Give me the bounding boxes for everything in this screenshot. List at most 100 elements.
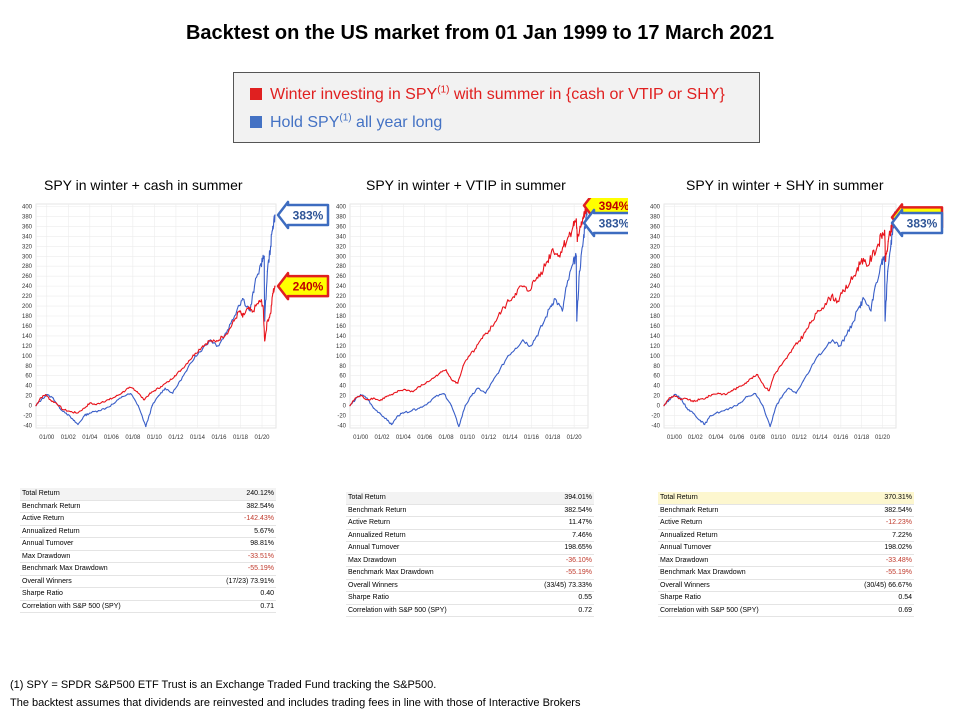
y-tick-label: 220 <box>22 294 33 300</box>
stats-value: (33/45) 73.33% <box>510 579 594 592</box>
series-point-red <box>445 369 447 371</box>
series-point-blue <box>703 423 706 426</box>
series-point-blue <box>507 355 509 357</box>
series-point-blue <box>839 345 841 347</box>
series-point-red <box>663 405 665 407</box>
stats-row: Active Return -142.43% <box>20 512 276 526</box>
callout-blue <box>890 208 944 238</box>
series-point-red <box>238 310 241 312</box>
series-point-blue <box>158 395 160 397</box>
stats-label: Max Drawdown <box>658 554 829 567</box>
series-point-red <box>425 382 427 384</box>
stats-table-shy: Total Return 370.31% Benchmark Return 382.5… <box>658 492 914 617</box>
callout-red <box>276 271 330 301</box>
y-tick-label: 20 <box>653 394 660 400</box>
series-line-blue <box>663 211 896 428</box>
series-point-blue <box>77 423 79 426</box>
series-point-red <box>546 260 549 262</box>
series-point-blue <box>263 255 265 257</box>
stats-label: Annual Turnover <box>658 541 829 555</box>
stats-label: Benchmark Return <box>346 504 511 517</box>
stats-row: Sharpe Ratio 0.40 <box>20 587 276 601</box>
series-point-red <box>724 394 726 396</box>
series-point-red <box>264 340 266 342</box>
series-point-red <box>737 387 739 389</box>
stats-value: 0.40 <box>190 587 276 601</box>
series-point-blue <box>582 245 584 247</box>
footnote-2: The backtest assumes that dividends are … <box>10 697 581 709</box>
stats-label: Total Return <box>658 492 829 505</box>
x-tick-label: 01/20 <box>255 435 271 441</box>
series-point-red <box>871 255 873 257</box>
series-point-red <box>262 305 264 307</box>
series-point-red <box>35 405 37 407</box>
callout-label-blue: 383% <box>907 216 938 230</box>
series-point-red <box>692 401 694 403</box>
y-tick-label: 400 <box>650 204 661 210</box>
stats-value: -33.51% <box>190 550 276 563</box>
series-point-blue <box>89 412 91 414</box>
series-point-red <box>354 397 356 399</box>
series-point-red <box>457 382 459 384</box>
y-tick-label: -40 <box>651 424 660 430</box>
series-point-red <box>488 330 490 332</box>
stats-row: Overall Winners (30/45) 66.67% <box>658 579 914 592</box>
series-point-blue <box>731 407 733 409</box>
stats-row: Active Return -12.23% <box>658 516 914 530</box>
series-point-red <box>811 320 813 322</box>
series-point-red <box>257 302 259 305</box>
series-point-red <box>494 321 496 323</box>
series-point-red <box>76 412 78 414</box>
series-point-blue <box>40 399 42 401</box>
series-point-blue <box>97 409 100 412</box>
stats-row: Max Drawdown -36.10% <box>346 554 594 567</box>
x-tick-label: 01/02 <box>61 435 77 441</box>
stats-value: -142.43% <box>190 512 276 526</box>
series-point-red <box>270 312 272 315</box>
series-point-red <box>188 360 190 362</box>
stats-label: Max Drawdown <box>20 550 191 563</box>
series-point-blue <box>870 310 872 312</box>
series-point-red <box>432 377 434 379</box>
y-tick-label: -40 <box>23 424 32 430</box>
series-point-red <box>792 347 794 349</box>
y-tick-label: 160 <box>22 324 33 330</box>
stats-value: 382.54% <box>828 504 914 517</box>
series-point-red <box>208 340 210 342</box>
y-tick-label: 300 <box>22 254 33 260</box>
series-point-red <box>884 260 887 262</box>
series-point-red <box>818 310 820 312</box>
series-point-red <box>160 386 162 388</box>
legend-winter-text-end: with summer in {cash or VTIP or SHY} <box>449 86 725 104</box>
series-point-red <box>579 225 581 227</box>
callout-blue <box>276 200 330 230</box>
y-tick-label: 380 <box>336 214 347 220</box>
series-point-blue <box>514 347 517 349</box>
series-point-blue <box>434 396 436 398</box>
series-point-red <box>379 400 381 402</box>
stats-row: Sharpe Ratio 0.55 <box>346 591 594 605</box>
series-point-blue <box>237 305 239 307</box>
stats-table-cash: Total Return 240.12% Benchmark Return 382.5… <box>20 488 276 613</box>
stats-row: Correlation with S&P 500 (SPY) 0.72 <box>346 604 594 617</box>
stats-value: 0.54 <box>828 591 914 605</box>
stats-row: Benchmark Return 382.54% <box>658 504 914 517</box>
stats-row: Correlation with S&P 500 (SPY) 0.71 <box>20 600 276 613</box>
y-tick-label: 240 <box>336 284 347 290</box>
series-point-blue <box>715 412 717 414</box>
series-point-blue <box>863 297 865 300</box>
series-point-blue <box>824 347 826 349</box>
series-point-red <box>880 235 883 237</box>
y-tick-label: -20 <box>337 414 346 420</box>
series-point-blue <box>858 305 861 307</box>
series-point-blue <box>699 419 702 422</box>
y-tick-label: 280 <box>22 264 33 270</box>
stats-value: -55.19% <box>510 566 594 580</box>
series-point-blue <box>230 322 232 325</box>
series-point-red <box>527 290 529 292</box>
stats-value: 98.81% <box>190 537 276 551</box>
series-point-blue <box>692 412 694 414</box>
stats-value: (30/45) 66.67% <box>828 579 914 592</box>
stats-label: Benchmark Max Drawdown <box>658 566 829 580</box>
stats-value: 240.12% <box>190 488 276 501</box>
